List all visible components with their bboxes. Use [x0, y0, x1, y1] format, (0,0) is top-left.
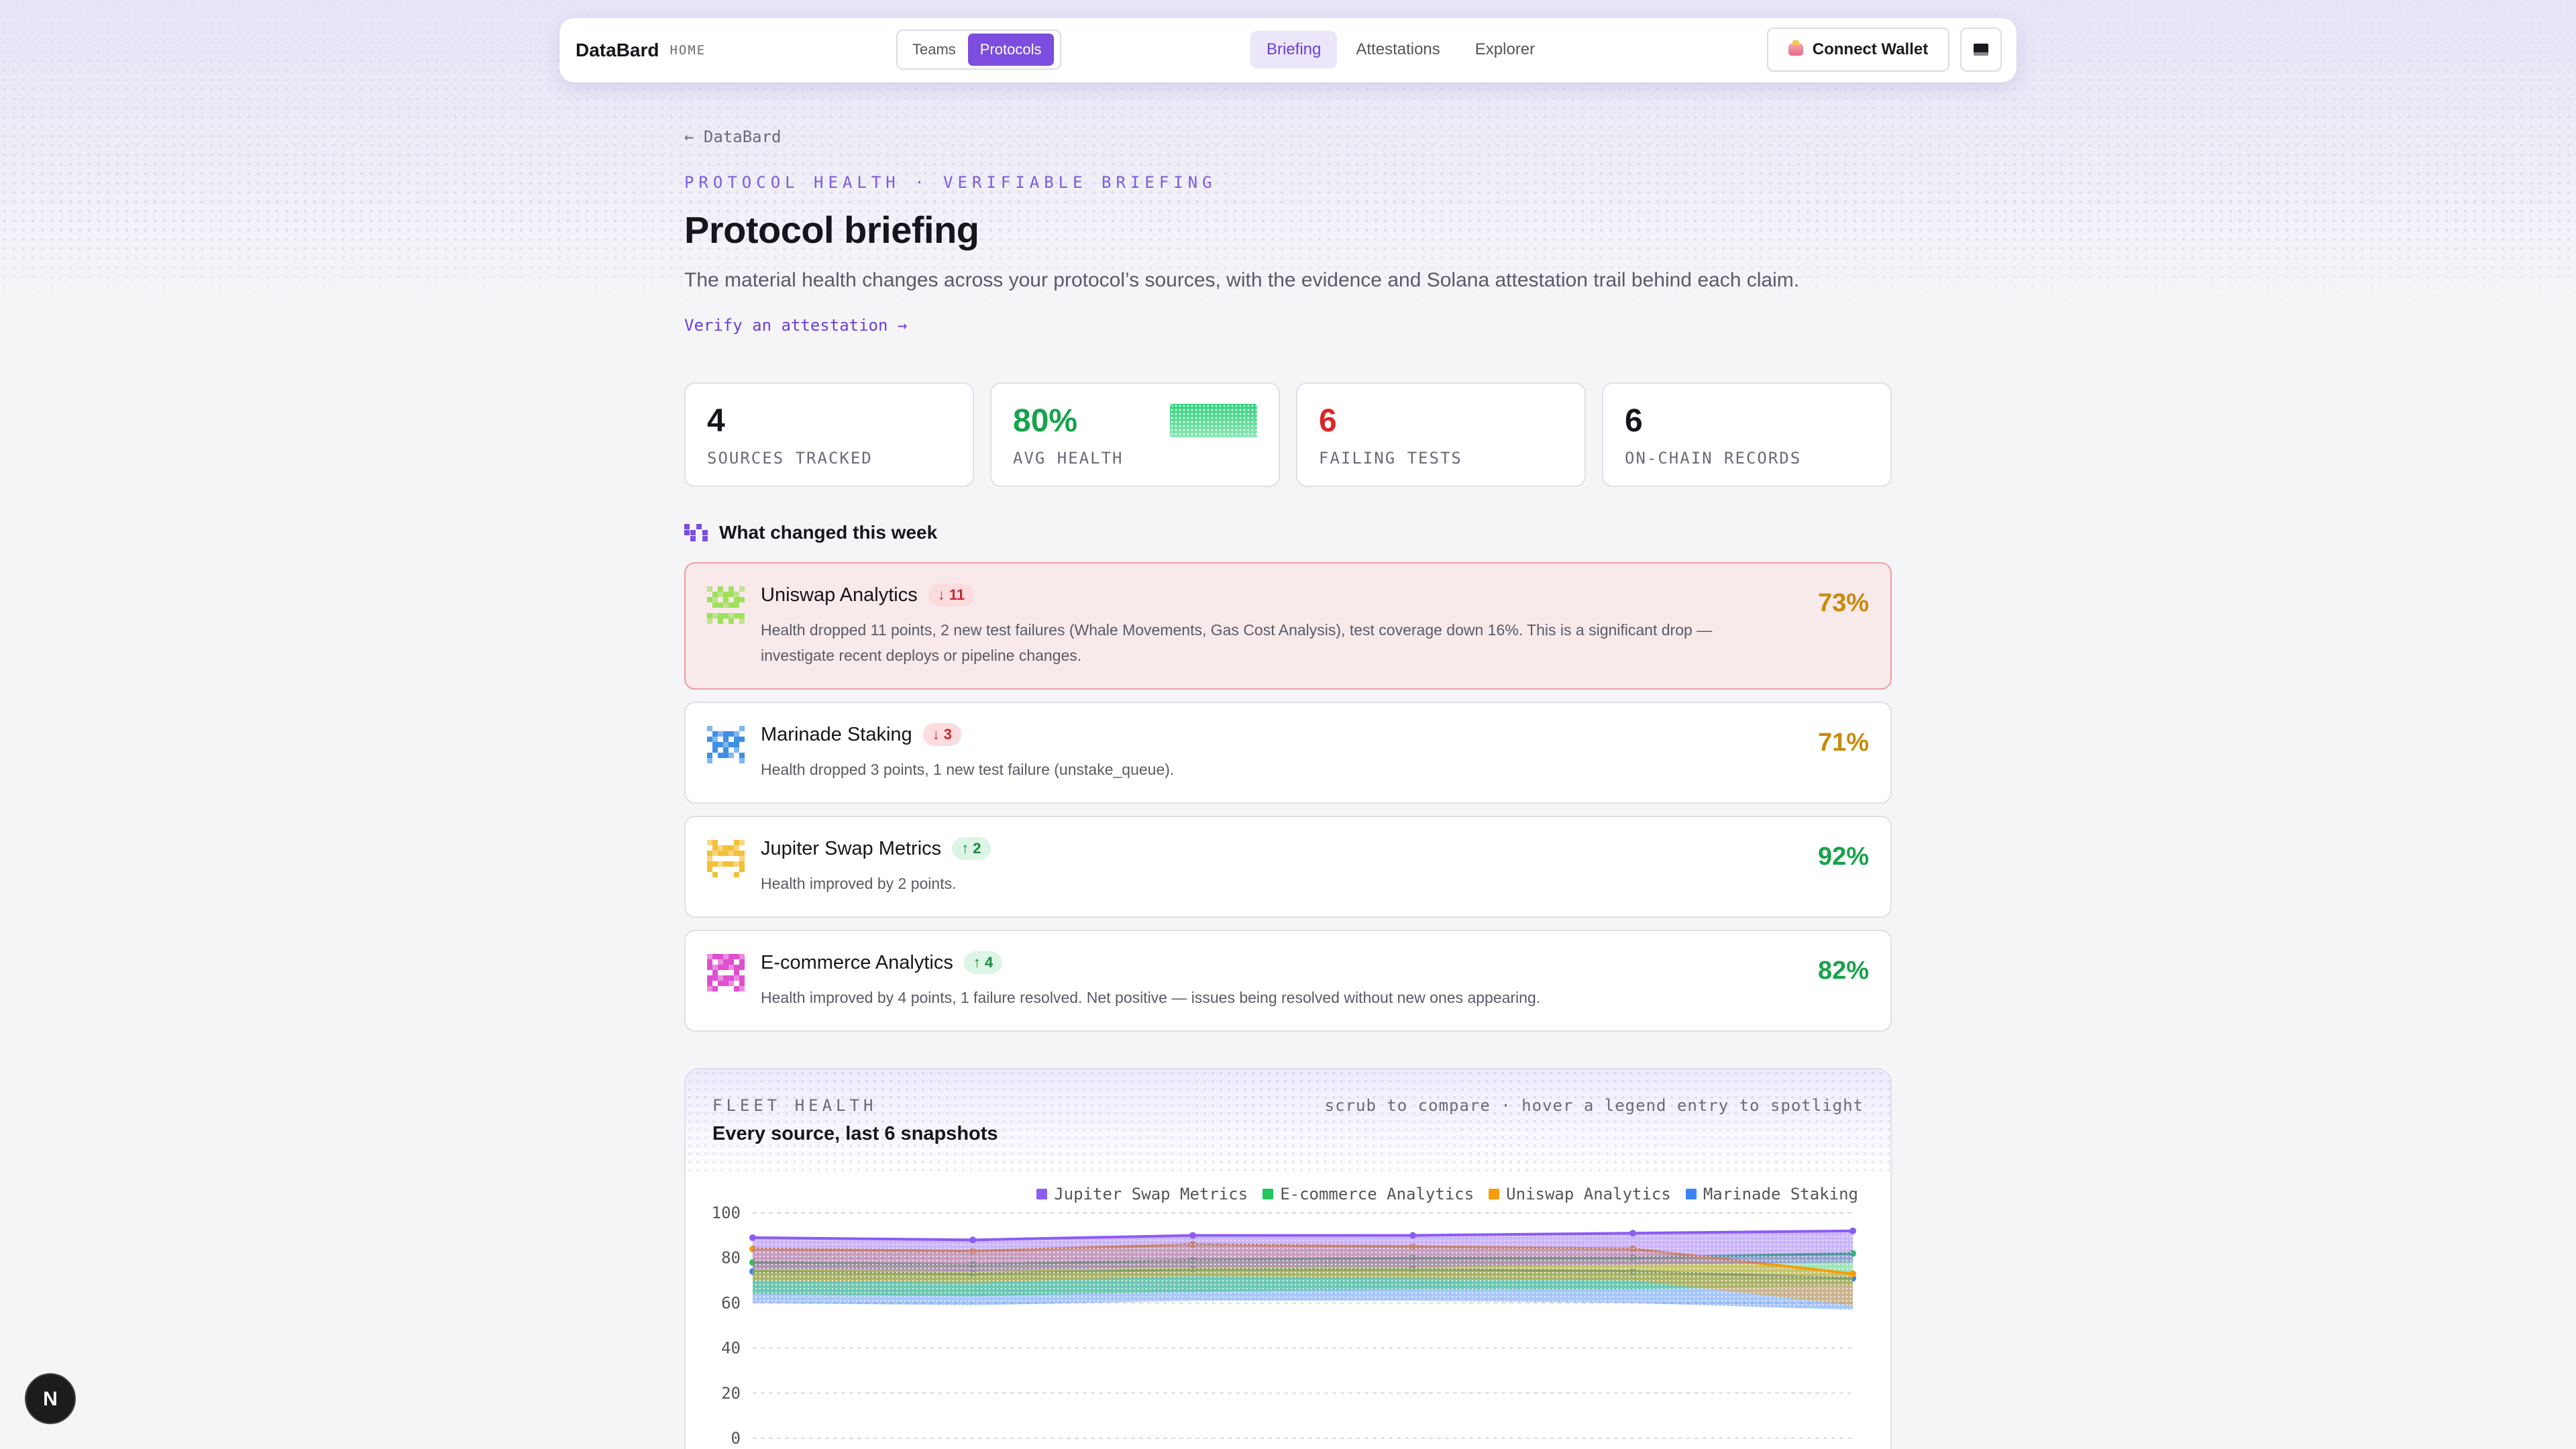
- verify-attestation-link[interactable]: Verify an attestation →: [684, 316, 908, 335]
- data-point: [1409, 1232, 1416, 1239]
- legend-entry-ecommerce[interactable]: E-commerce Analytics: [1263, 1185, 1474, 1203]
- health-score: 73%: [1817, 589, 1869, 617]
- source-name: E-commerce Analytics: [761, 951, 953, 973]
- data-point: [1849, 1227, 1856, 1234]
- page-description: The material health changes across your …: [684, 269, 1800, 291]
- legend-swatch: [1489, 1189, 1500, 1199]
- change-summary: Health dropped 3 points, 1 new test fail…: [761, 761, 1175, 778]
- fleet-eyebrow: FLEET HEALTH: [712, 1096, 877, 1115]
- series-line-jupiter-swap-metrics: [752, 1229, 1854, 1242]
- main-content: ← DataBard PROTOCOL HEALTH · VERIFIABLE …: [684, 127, 1892, 1449]
- stat-label: ON-CHAIN RECORDS: [1625, 449, 1802, 468]
- changes-section-title: What changed this week: [684, 522, 937, 543]
- data-point: [749, 1234, 756, 1241]
- n-logo-icon: N: [43, 1388, 58, 1410]
- y-tick-label: 20: [721, 1384, 741, 1403]
- top-navbar: DataBard HOME Teams Protocols Briefing A…: [559, 18, 2017, 83]
- series-dither-jupiter-swap-metrics: [753, 1230, 1853, 1272]
- segment-teams[interactable]: Teams: [912, 41, 956, 58]
- stat-label: AVG HEALTH: [1013, 449, 1124, 468]
- segment-protocols[interactable]: Protocols: [967, 34, 1054, 66]
- change-card-jupiter[interactable]: Jupiter Swap Metrics ↑ 2 Health improved…: [684, 816, 1892, 918]
- delta-badge: ↑ 4: [963, 951, 1003, 974]
- legend-label: Uniswap Analytics: [1506, 1185, 1671, 1203]
- change-summary: Health improved by 2 points.: [761, 875, 957, 892]
- source-name: Marinade Staking: [761, 723, 912, 745]
- stats-row: 4 SOURCES TRACKED 80% AVG HEALTH 6 FAILI…: [684, 382, 1892, 487]
- legend-entry-jupiter[interactable]: Jupiter Swap Metrics: [1036, 1185, 1248, 1203]
- changes-list: Uniswap Analytics ↓ 11 Health dropped 11…: [684, 562, 1892, 1044]
- stat-card-sources: 4 SOURCES TRACKED: [684, 382, 974, 487]
- fleet-title: Every source, last 6 snapshots: [712, 1123, 998, 1144]
- source-name: Uniswap Analytics: [761, 584, 918, 606]
- legend-swatch: [1036, 1189, 1048, 1199]
- stat-value: 6: [1319, 403, 1337, 439]
- main-tabs: Briefing Attestations Explorer: [1250, 30, 1551, 70]
- legend-swatch: [1685, 1189, 1697, 1199]
- health-score: 82%: [1817, 957, 1869, 985]
- source-name: Jupiter Swap Metrics: [761, 837, 942, 859]
- uniswap-avatar-icon: [707, 586, 745, 624]
- wallet-icon: [1788, 40, 1803, 56]
- tab-attestations[interactable]: Attestations: [1356, 40, 1440, 58]
- y-tick-label: 80: [721, 1248, 741, 1267]
- page-title: Protocol briefing: [684, 209, 979, 251]
- page-eyebrow: PROTOCOL HEALTH · VERIFIABLE BRIEFING: [684, 173, 1217, 192]
- stat-card-onchain-records: 6 ON-CHAIN RECORDS: [1602, 382, 1892, 487]
- connect-wallet-label: Connect Wallet: [1812, 40, 1929, 58]
- data-point: [969, 1236, 976, 1244]
- legend-label: Marinade Staking: [1703, 1185, 1858, 1203]
- tab-explorer[interactable]: Explorer: [1474, 40, 1536, 58]
- y-tick-label: 60: [721, 1293, 741, 1312]
- pixel-chart-icon: [684, 524, 708, 541]
- connect-wallet-button[interactable]: Connect Wallet: [1767, 28, 1949, 72]
- stat-value: 80%: [1013, 403, 1078, 439]
- legend-label: E-commerce Analytics: [1280, 1185, 1474, 1203]
- change-card-marinade[interactable]: Marinade Staking ↓ 3 Health dropped 3 po…: [684, 702, 1892, 804]
- nextjs-dev-badge[interactable]: N: [24, 1373, 76, 1425]
- fleet-health-panel: FLEET HEALTH Every source, last 6 snapsh…: [684, 1068, 1892, 1449]
- change-card-ecommerce[interactable]: E-commerce Analytics ↑ 4 Health improved…: [684, 930, 1892, 1032]
- stat-card-failing-tests: 6 FAILING TESTS: [1296, 382, 1586, 487]
- y-tick-label: 40: [721, 1339, 741, 1358]
- stat-value: 4: [707, 403, 725, 439]
- brand-name[interactable]: DataBard: [576, 40, 659, 60]
- data-point: [1849, 1270, 1856, 1277]
- change-summary: Health dropped 11 points, 2 new test fai…: [761, 621, 1713, 664]
- legend-entry-uniswap[interactable]: Uniswap Analytics: [1489, 1185, 1671, 1203]
- stat-card-avg-health: 80% AVG HEALTH: [990, 382, 1280, 487]
- data-point: [1189, 1232, 1196, 1239]
- back-link[interactable]: ← DataBard: [684, 127, 782, 146]
- health-score: 71%: [1817, 729, 1869, 757]
- fleet-hint: scrub to compare · hover a legend entry …: [1324, 1096, 1864, 1115]
- tab-briefing[interactable]: Briefing: [1250, 31, 1338, 68]
- brand-subtitle: HOME: [669, 43, 706, 58]
- delta-badge: ↑ 2: [952, 837, 991, 860]
- data-point: [1629, 1230, 1636, 1237]
- fleet-header-background: [686, 1069, 1890, 1177]
- stat-value: 6: [1625, 403, 1643, 439]
- chart-legend: Jupiter Swap Metrics E-commerce Analytic…: [1036, 1185, 1858, 1203]
- marinade-avatar-icon: [707, 726, 745, 763]
- change-summary: Health improved by 4 points, 1 failure r…: [761, 989, 1541, 1006]
- view-segmented-control: Teams Protocols: [896, 30, 1061, 70]
- legend-label: Jupiter Swap Metrics: [1054, 1185, 1248, 1203]
- y-tick-label: 0: [731, 1429, 741, 1448]
- ecommerce-avatar-icon: [707, 954, 745, 991]
- section-heading: What changed this week: [719, 522, 938, 543]
- fleet-health-chart[interactable]: 100 80 60 40 20 0: [686, 1069, 1892, 1449]
- health-score: 92%: [1817, 843, 1869, 871]
- legend-entry-marinade[interactable]: Marinade Staking: [1685, 1185, 1858, 1203]
- y-tick-label: 100: [712, 1203, 741, 1222]
- change-card-uniswap[interactable]: Uniswap Analytics ↓ 11 Health dropped 11…: [684, 562, 1892, 690]
- theme-toggle-button[interactable]: [1960, 28, 2002, 72]
- stat-label: SOURCES TRACKED: [707, 449, 873, 468]
- health-sparkline: [1170, 404, 1257, 437]
- delta-badge: ↓ 3: [922, 723, 962, 746]
- monitor-icon: [1974, 44, 1988, 56]
- legend-swatch: [1263, 1189, 1274, 1199]
- delta-badge: ↓ 11: [928, 584, 975, 606]
- jupiter-avatar-icon: [707, 840, 745, 877]
- stat-label: FAILING TESTS: [1319, 449, 1462, 468]
